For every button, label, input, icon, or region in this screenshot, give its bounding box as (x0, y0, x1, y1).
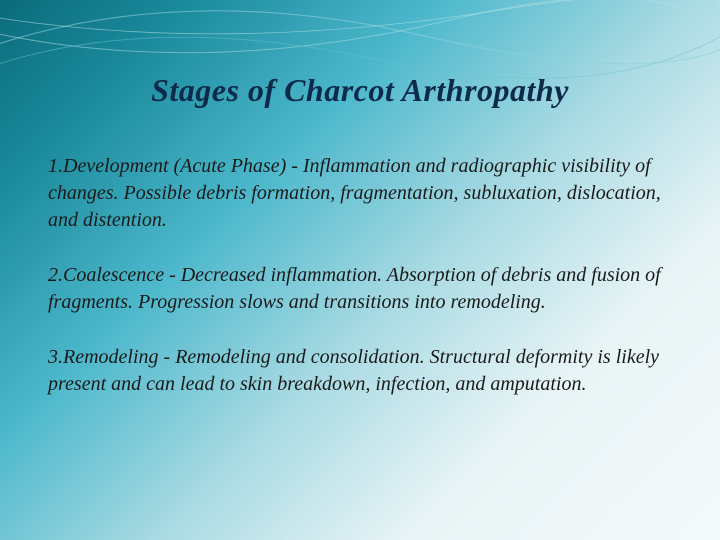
slide-title: Stages of Charcot Arthropathy (48, 72, 672, 109)
stage-2-paragraph: 2.Coalescence - Decreased inflammation. … (48, 262, 672, 316)
stage-1-paragraph: 1.Development (Acute Phase) - Inflammati… (48, 153, 672, 234)
stage-3-paragraph: 3.Remodeling - Remodeling and consolidat… (48, 344, 672, 398)
slide-content: Stages of Charcot Arthropathy 1.Developm… (0, 0, 720, 540)
